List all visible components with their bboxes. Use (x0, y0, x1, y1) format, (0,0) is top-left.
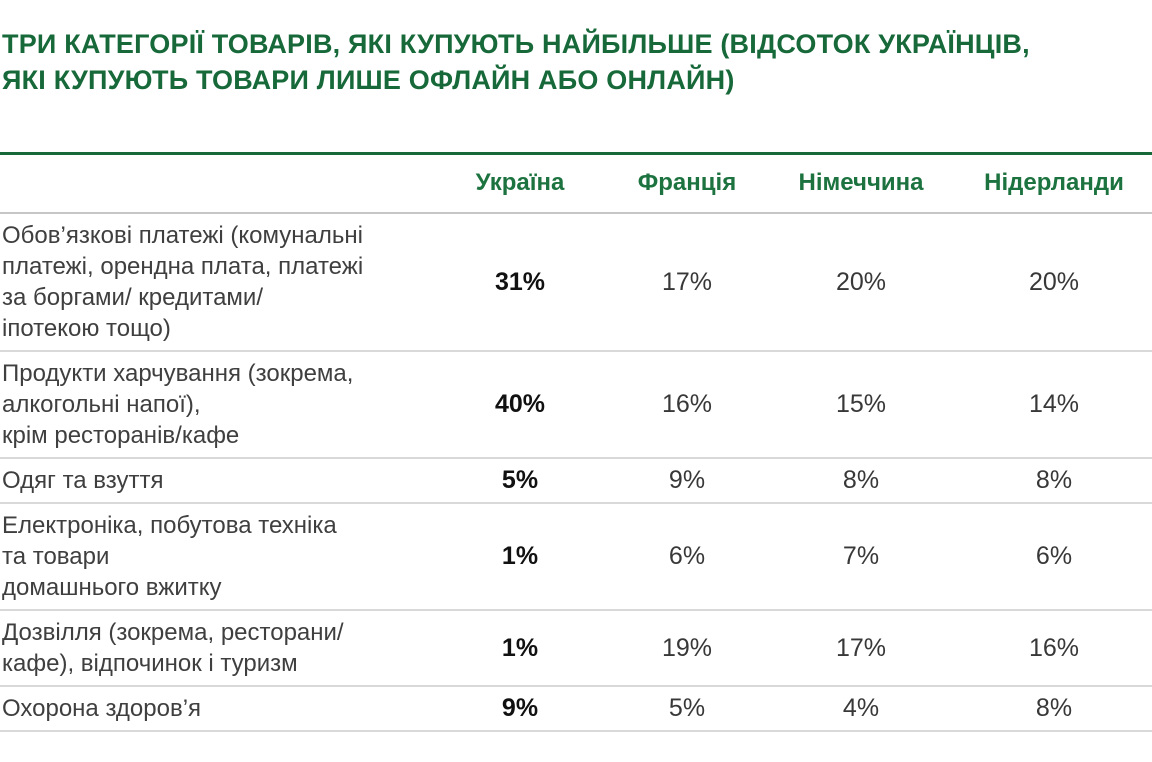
table-row: Продукти харчування (зокрема, алкогольні… (0, 351, 1152, 458)
column-header-france: Франція (637, 169, 737, 196)
value-cell-ukraine: 5% (501, 466, 539, 494)
category-cell: Одяг та взуття (2, 467, 164, 494)
value-cell-germany: 4% (842, 694, 880, 722)
category-cell: Електроніка, побутова техніка та товари … (2, 512, 337, 601)
value-cell-germany: 8% (842, 466, 880, 494)
table-row: Обов’язкові платежі (комунальні платежі,… (0, 213, 1152, 351)
value-cell-germany: 17% (835, 633, 887, 662)
category-cell: Продукти харчування (зокрема, алкогольні… (2, 360, 354, 449)
category-cell: Дозвілля (зокрема, ресторани/ кафе), від… (2, 619, 344, 677)
column-header-netherlands: Нідерланди (984, 169, 1124, 196)
page-title: ТРИ КАТЕГОРІЇ ТОВАРІВ, ЯКІ КУПУЮТЬ НАЙБІ… (2, 29, 1030, 95)
value-cell-france: 9% (668, 466, 706, 494)
value-cell-ukraine: 40% (494, 390, 546, 418)
table-header: Україна Франція Німеччина Нідерланди (0, 153, 1152, 214)
value-cell-netherlands: 8% (1035, 466, 1073, 494)
value-cell-france: 16% (661, 390, 713, 418)
header-row: Україна Франція Німеччина Нідерланди (0, 153, 1152, 214)
value-cell-france: 19% (661, 633, 713, 662)
value-cell-ukraine: 1% (501, 542, 539, 570)
table-body: Обов’язкові платежі (комунальні платежі,… (0, 213, 1152, 731)
value-cell-ukraine: 9% (501, 694, 539, 722)
value-cell-france: 6% (668, 542, 706, 570)
value-cell-france: 5% (668, 694, 706, 722)
category-cell: Охорона здоров’я (2, 695, 202, 722)
table-row: Охорона здоров’я 9% 5% 4% 8% (0, 686, 1152, 731)
column-header-ukraine: Україна (475, 169, 565, 196)
category-column-header (0, 154, 432, 214)
value-cell-netherlands: 16% (1028, 633, 1080, 662)
value-cell-germany: 15% (835, 390, 887, 418)
value-cell-germany: 20% (835, 267, 887, 296)
value-cell-france: 17% (661, 267, 713, 296)
value-cell-netherlands: 6% (1035, 542, 1073, 570)
value-cell-netherlands: 14% (1028, 390, 1080, 418)
value-cell-ukraine: 31% (494, 267, 546, 296)
table-row: Одяг та взуття 5% 9% 8% 8% (0, 458, 1152, 503)
comparison-table: Україна Франція Німеччина Нідерланди Обо… (0, 152, 1152, 732)
table-row: Дозвілля (зокрема, ресторани/ кафе), від… (0, 610, 1152, 686)
value-cell-netherlands: 20% (1028, 267, 1080, 296)
value-cell-netherlands: 8% (1035, 694, 1073, 722)
category-cell: Обов’язкові платежі (комунальні платежі,… (2, 222, 364, 342)
value-cell-germany: 7% (842, 542, 880, 570)
table-row: Електроніка, побутова техніка та товари … (0, 503, 1152, 610)
column-header-germany: Німеччина (798, 169, 924, 196)
value-cell-ukraine: 1% (501, 633, 539, 662)
